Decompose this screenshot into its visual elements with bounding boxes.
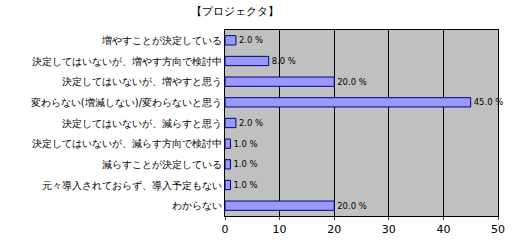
svg-text:10: 10 bbox=[273, 223, 287, 236]
svg-text:45.0 %: 45.0 % bbox=[474, 97, 504, 107]
svg-text:40: 40 bbox=[436, 223, 450, 236]
svg-text:【プロジェクタ】: 【プロジェクタ】 bbox=[191, 5, 279, 18]
svg-text:30: 30 bbox=[382, 223, 396, 236]
svg-text:20.0 %: 20.0 % bbox=[337, 201, 367, 211]
svg-text:元々導入されておらず、導入予定もない: 元々導入されておらず、導入予定もない bbox=[42, 180, 222, 192]
svg-text:決定してはいないが、増やす方向で検討中: 決定してはいないが、増やす方向で検討中 bbox=[32, 56, 222, 67]
svg-text:決定してはいないが、減らすと思う: 決定してはいないが、減らすと思う bbox=[62, 118, 222, 129]
svg-text:1.0 %: 1.0 % bbox=[233, 180, 257, 190]
svg-text:わからない: わからない bbox=[172, 200, 222, 211]
svg-text:8.0 %: 8.0 % bbox=[272, 56, 296, 66]
svg-text:2.0 %: 2.0 % bbox=[239, 118, 263, 128]
svg-text:20: 20 bbox=[327, 223, 341, 236]
svg-text:2.0 %: 2.0 % bbox=[239, 35, 263, 45]
svg-text:減らすことが決定している: 減らすことが決定している bbox=[102, 159, 222, 170]
svg-text:1.0 %: 1.0 % bbox=[233, 159, 257, 169]
svg-text:決定してはいないが、増やすと思う: 決定してはいないが、増やすと思う bbox=[62, 76, 222, 87]
svg-text:50: 50 bbox=[491, 223, 505, 236]
svg-text:決定してはいないが、減らす方向で検討中: 決定してはいないが、減らす方向で検討中 bbox=[32, 138, 222, 149]
svg-text:0: 0 bbox=[222, 223, 229, 236]
svg-text:20.0 %: 20.0 % bbox=[337, 77, 367, 87]
svg-text:1.0 %: 1.0 % bbox=[233, 139, 257, 149]
svg-text:変わらない(増減しない)/変わらないと思う: 変わらない(増減しない)/変わらないと思う bbox=[31, 97, 222, 108]
svg-text:増やすことが決定している: 増やすことが決定している bbox=[101, 35, 222, 46]
